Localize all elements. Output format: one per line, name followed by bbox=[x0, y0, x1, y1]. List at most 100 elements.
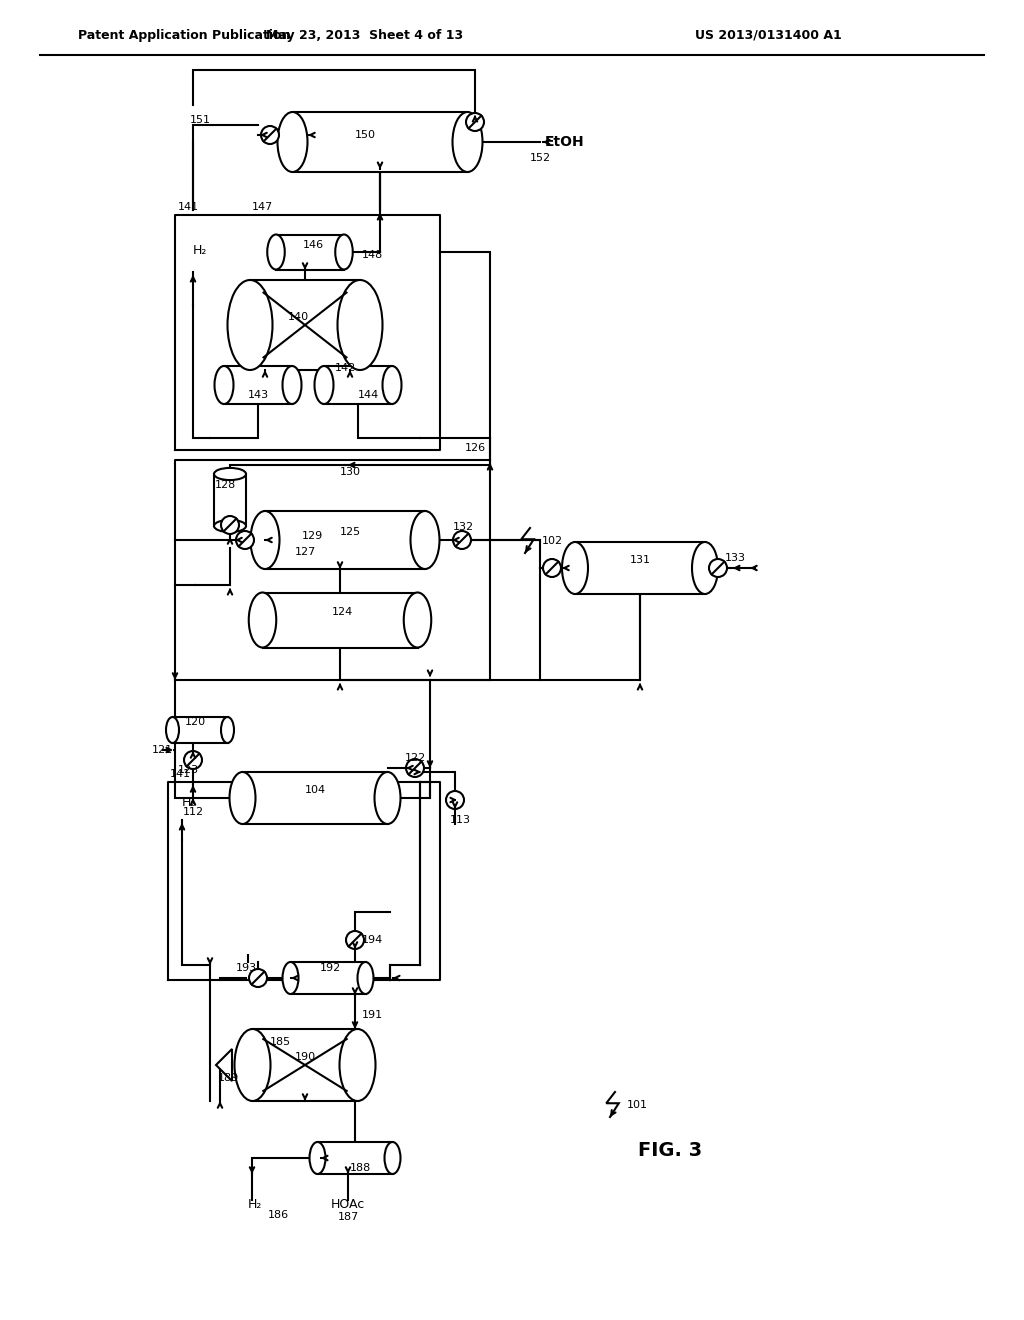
Text: 113: 113 bbox=[450, 814, 471, 825]
Polygon shape bbox=[216, 1049, 232, 1081]
Text: 185: 185 bbox=[270, 1038, 291, 1047]
Ellipse shape bbox=[166, 717, 179, 743]
Ellipse shape bbox=[278, 112, 307, 172]
Text: 141: 141 bbox=[170, 770, 191, 779]
Ellipse shape bbox=[309, 1142, 326, 1173]
Bar bbox=[253, 1030, 357, 1101]
Text: 144: 144 bbox=[358, 389, 379, 400]
Text: 102: 102 bbox=[542, 536, 563, 546]
Text: 142: 142 bbox=[335, 363, 356, 374]
Text: H₂: H₂ bbox=[248, 1199, 262, 1212]
Text: 143: 143 bbox=[248, 389, 269, 400]
Circle shape bbox=[453, 531, 471, 549]
Ellipse shape bbox=[283, 366, 301, 404]
Text: 189: 189 bbox=[218, 1073, 240, 1082]
Ellipse shape bbox=[314, 366, 334, 404]
Text: FIG. 3: FIG. 3 bbox=[638, 1140, 702, 1159]
Bar bbox=[172, 717, 227, 743]
Text: 127: 127 bbox=[295, 546, 316, 557]
Circle shape bbox=[261, 125, 279, 144]
Text: 104: 104 bbox=[305, 785, 326, 795]
Ellipse shape bbox=[338, 280, 383, 370]
Text: 125: 125 bbox=[340, 527, 361, 537]
Text: 146: 146 bbox=[303, 240, 325, 249]
Circle shape bbox=[466, 114, 484, 131]
Ellipse shape bbox=[453, 112, 482, 172]
Text: May 23, 2013  Sheet 4 of 13: May 23, 2013 Sheet 4 of 13 bbox=[266, 29, 464, 41]
Ellipse shape bbox=[249, 593, 276, 648]
Bar bbox=[317, 1142, 392, 1173]
Bar bbox=[243, 772, 387, 824]
Ellipse shape bbox=[384, 1142, 400, 1173]
Ellipse shape bbox=[692, 543, 718, 594]
Ellipse shape bbox=[357, 962, 374, 994]
Text: US 2013/0131400 A1: US 2013/0131400 A1 bbox=[695, 29, 842, 41]
Ellipse shape bbox=[267, 235, 285, 269]
Text: 130: 130 bbox=[340, 467, 361, 477]
Circle shape bbox=[249, 969, 267, 987]
Text: 151: 151 bbox=[190, 115, 211, 125]
Bar bbox=[224, 366, 292, 404]
Ellipse shape bbox=[375, 772, 400, 824]
Circle shape bbox=[543, 558, 561, 577]
Ellipse shape bbox=[411, 511, 439, 569]
Text: 191: 191 bbox=[362, 1010, 383, 1020]
Text: 147: 147 bbox=[252, 202, 273, 213]
Bar bbox=[250, 280, 360, 370]
Bar bbox=[265, 511, 425, 569]
Text: 123: 123 bbox=[178, 766, 199, 775]
Text: H₂: H₂ bbox=[193, 243, 208, 256]
Circle shape bbox=[221, 516, 239, 535]
Bar bbox=[324, 366, 392, 404]
Bar bbox=[575, 543, 705, 594]
Ellipse shape bbox=[214, 467, 246, 480]
Text: 140: 140 bbox=[288, 312, 309, 322]
Text: 194: 194 bbox=[362, 935, 383, 945]
Text: 124: 124 bbox=[332, 607, 353, 616]
Ellipse shape bbox=[234, 1030, 270, 1101]
Ellipse shape bbox=[283, 962, 299, 994]
Text: 131: 131 bbox=[630, 554, 651, 565]
Text: 101: 101 bbox=[627, 1100, 648, 1110]
Text: Patent Application Publication: Patent Application Publication bbox=[78, 29, 291, 41]
Text: HOAc: HOAc bbox=[331, 1199, 366, 1212]
Text: 132: 132 bbox=[453, 521, 474, 532]
Text: 193: 193 bbox=[236, 964, 257, 973]
Text: 129: 129 bbox=[302, 531, 324, 541]
Ellipse shape bbox=[251, 511, 280, 569]
Text: H₂: H₂ bbox=[182, 796, 197, 808]
Text: 121: 121 bbox=[152, 744, 173, 755]
Text: 120: 120 bbox=[185, 717, 206, 727]
Text: 188: 188 bbox=[350, 1163, 372, 1173]
Ellipse shape bbox=[562, 543, 588, 594]
Circle shape bbox=[709, 558, 727, 577]
Circle shape bbox=[184, 751, 202, 770]
Bar bbox=[291, 962, 366, 994]
Bar bbox=[276, 235, 344, 269]
Text: 141: 141 bbox=[178, 202, 199, 213]
Text: 126: 126 bbox=[465, 444, 486, 453]
Text: 133: 133 bbox=[725, 553, 746, 564]
Circle shape bbox=[406, 759, 424, 777]
Ellipse shape bbox=[214, 520, 246, 532]
Text: 152: 152 bbox=[530, 153, 551, 162]
Ellipse shape bbox=[403, 593, 431, 648]
Ellipse shape bbox=[221, 717, 234, 743]
Ellipse shape bbox=[335, 235, 352, 269]
Text: 187: 187 bbox=[337, 1212, 358, 1222]
Ellipse shape bbox=[227, 280, 272, 370]
Text: 122: 122 bbox=[406, 752, 426, 763]
Circle shape bbox=[346, 931, 364, 949]
Circle shape bbox=[446, 791, 464, 809]
Bar bbox=[262, 593, 418, 648]
Text: 190: 190 bbox=[295, 1052, 316, 1063]
Text: EtOH: EtOH bbox=[545, 135, 585, 149]
Text: 192: 192 bbox=[319, 964, 341, 973]
Bar bbox=[293, 112, 468, 172]
Text: 148: 148 bbox=[362, 249, 383, 260]
Text: 186: 186 bbox=[268, 1210, 289, 1220]
Ellipse shape bbox=[383, 366, 401, 404]
Ellipse shape bbox=[340, 1030, 376, 1101]
Text: 150: 150 bbox=[355, 129, 376, 140]
Ellipse shape bbox=[214, 366, 233, 404]
